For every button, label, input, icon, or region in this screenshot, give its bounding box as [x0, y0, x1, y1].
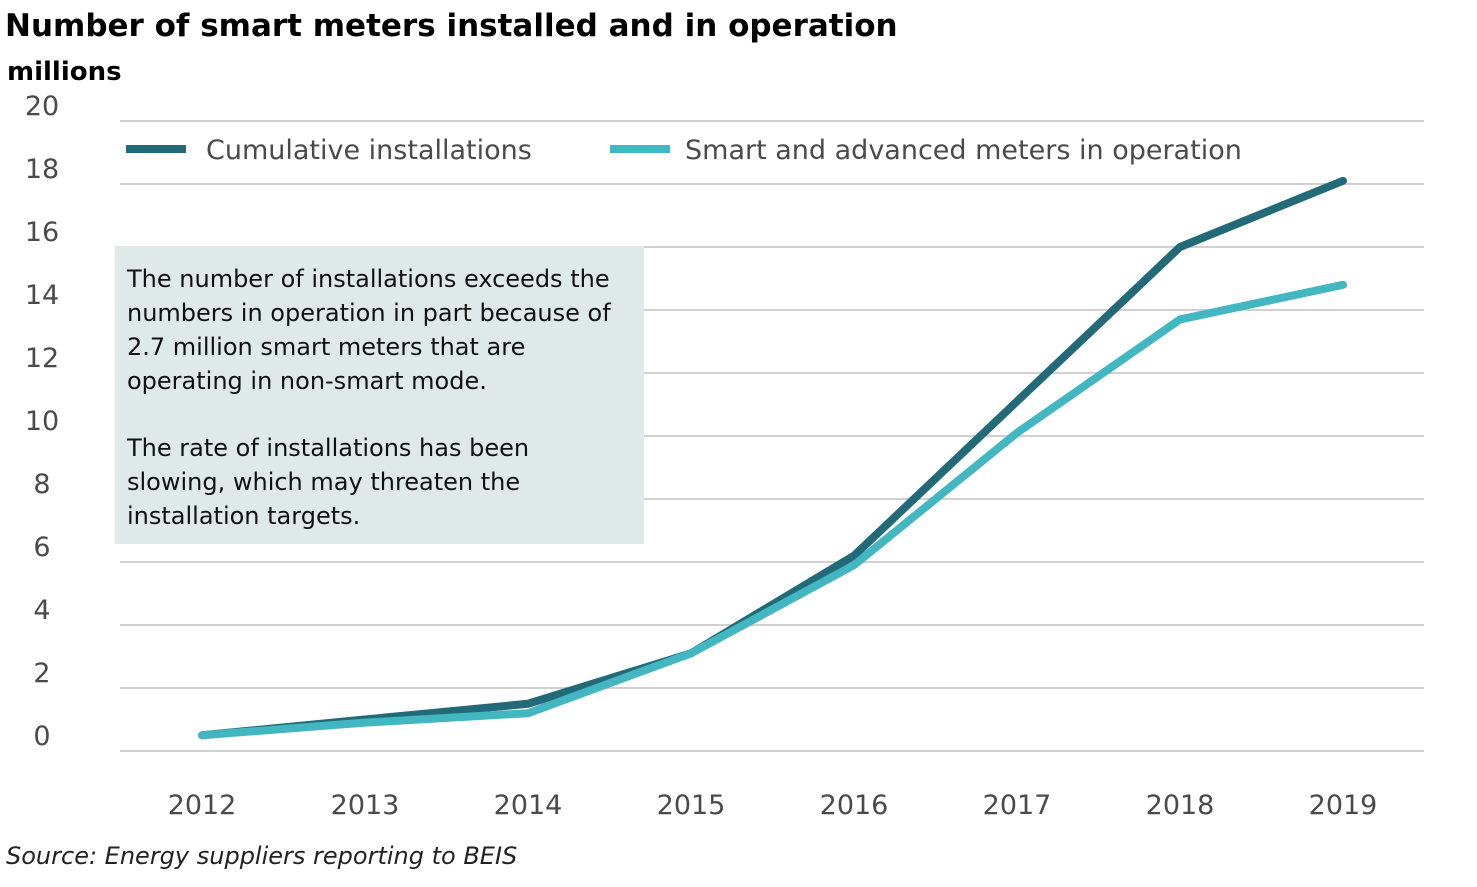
y-tick-label: 18 [25, 154, 59, 185]
series-lines [198, 176, 1347, 740]
series-line-1 [198, 280, 1347, 740]
annotation-paragraph-2: The rate of installations has been slowi… [127, 434, 530, 530]
x-tick-label: 2014 [494, 790, 563, 821]
x-tick-label: 2016 [820, 790, 889, 821]
legend-label-cumulative: Cumulative installations [206, 135, 532, 166]
y-tick-label: 20 [25, 91, 59, 122]
y-tick-label: 0 [33, 721, 50, 752]
y-tick-label: 10 [25, 406, 59, 437]
legend-label-in-operation: Smart and advanced meters in operation [685, 135, 1242, 166]
y-tick-label: 14 [25, 280, 59, 311]
x-tick-label: 2018 [1146, 790, 1215, 821]
annotation-paragraph-1: The number of installations exceeds the … [127, 265, 611, 395]
y-axis-unit-label: millions [7, 57, 122, 87]
y-tick-label: 4 [33, 595, 50, 626]
legend: Cumulative installations Smart and advan… [126, 135, 1242, 166]
x-tick-label: 2012 [168, 790, 237, 821]
y-tick-label: 6 [33, 532, 50, 563]
x-tick-label: 2015 [657, 790, 726, 821]
y-tick-label: 12 [25, 343, 59, 374]
source-note: Source: Energy suppliers reporting to BE… [6, 842, 517, 870]
chart-title: Number of smart meters installed and in … [5, 8, 898, 44]
y-tick-label: 8 [33, 469, 50, 500]
annotation-box: The number of installations exceeds the … [115, 246, 644, 544]
y-tick-label: 2 [33, 658, 50, 689]
x-axis-ticks: 2012 2013 2014 2015 2016 2017 2018 2019 [168, 790, 1378, 821]
series-line-0 [198, 176, 1347, 740]
x-tick-label: 2013 [331, 790, 400, 821]
y-axis-ticks: 0 2 4 6 8 10 12 14 16 18 20 [25, 91, 59, 752]
x-tick-label: 2019 [1309, 790, 1378, 821]
y-tick-label: 16 [25, 217, 59, 248]
x-tick-label: 2017 [983, 790, 1052, 821]
